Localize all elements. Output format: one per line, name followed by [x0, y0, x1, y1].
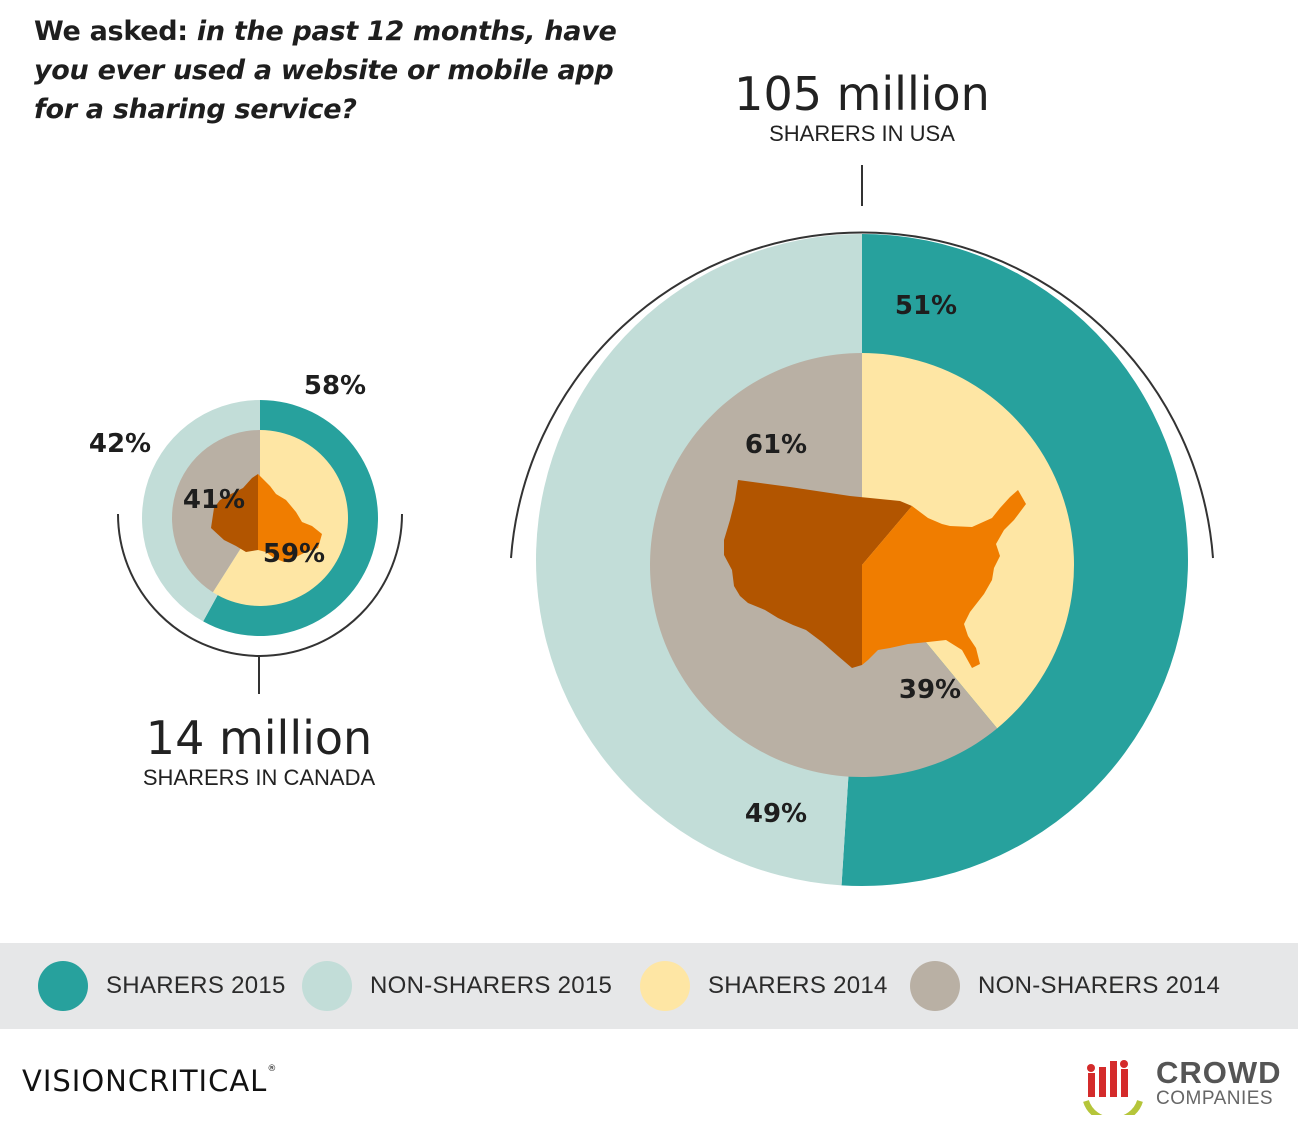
usa-sharers-2014-label: 39%: [899, 675, 961, 705]
usa-map-icon: [724, 480, 1026, 668]
usa-sharers-2015-label: 51%: [895, 291, 957, 321]
usa-arc: [510, 231, 1214, 559]
canada-nonsharers-2015-label: 42%: [89, 429, 151, 459]
canada-map-icon: [211, 474, 322, 562]
question-prefix: We asked:: [34, 16, 197, 47]
usa-headline: 105 million: [734, 67, 990, 121]
canada-sharers-2014-label: 59%: [263, 539, 325, 569]
legend-item-sharers-2015: SHARERS 2015: [38, 943, 286, 1029]
canada-map-east: [258, 474, 322, 562]
legend-item-nonsharers-2014: NON-SHARERS 2014: [910, 943, 1220, 1029]
canada-nonsharers-2014-label: 41%: [183, 485, 245, 515]
legend-label-sharers-2014: SHARERS 2014: [708, 972, 888, 999]
usa-chart: 105 million SHARERS IN USA 51% 49% 61% 3…: [510, 67, 1214, 887]
sharing-economy-chart: 14 million SHARERS IN CANADA 58% 42% 41%…: [89, 67, 1214, 887]
usa-nonsharers-2015-label: 49%: [745, 799, 807, 829]
canada-sharers-2015-label: 58%: [304, 371, 366, 401]
canada-map-west: [211, 474, 258, 552]
crowd-companies-logo: CROWD COMPANIES: [1080, 1055, 1282, 1115]
legend-swatch-nonsharers-2014: [910, 961, 960, 1011]
question-text: We asked: in the past 12 months, have yo…: [34, 12, 654, 129]
crowd-companies-mark-icon: [1083, 1060, 1143, 1115]
visioncritical-logo-text: VISIONCRITICAL: [22, 1064, 268, 1098]
legend-label-sharers-2015: SHARERS 2015: [106, 972, 286, 999]
usa-map-east: [862, 490, 1026, 668]
usa-subheadline: SHARERS IN USA: [769, 121, 955, 146]
crowd-companies-title: CROWD: [1156, 1055, 1282, 1090]
visioncritical-logo: VISIONCRITICAL®: [22, 1064, 277, 1098]
legend: SHARERS 2015 NON-SHARERS 2015 SHARERS 20…: [0, 943, 1298, 1029]
canada-arc: [117, 513, 403, 657]
registered-mark: ®: [267, 1064, 278, 1074]
usa-nonsharers-2014-label: 61%: [745, 430, 807, 460]
usa-map-west: [724, 480, 912, 668]
legend-swatch-sharers-2014: [640, 961, 690, 1011]
legend-swatch-nonsharers-2015: [302, 961, 352, 1011]
legend-swatch-sharers-2015: [38, 961, 88, 1011]
crowd-companies-subtitle: COMPANIES: [1156, 1088, 1274, 1109]
canada-chart: 14 million SHARERS IN CANADA 58% 42% 41%…: [89, 371, 403, 790]
legend-label-nonsharers-2015: NON-SHARERS 2015: [370, 972, 613, 999]
question-body: in the past 12 months, have you ever use…: [34, 16, 617, 125]
legend-item-nonsharers-2015: NON-SHARERS 2015: [302, 943, 612, 1029]
legend-label-nonsharers-2014: NON-SHARERS 2014: [978, 972, 1221, 999]
canada-subheadline: SHARERS IN CANADA: [143, 765, 376, 790]
legend-item-sharers-2014: SHARERS 2014: [640, 943, 888, 1029]
canada-headline: 14 million: [146, 711, 372, 765]
